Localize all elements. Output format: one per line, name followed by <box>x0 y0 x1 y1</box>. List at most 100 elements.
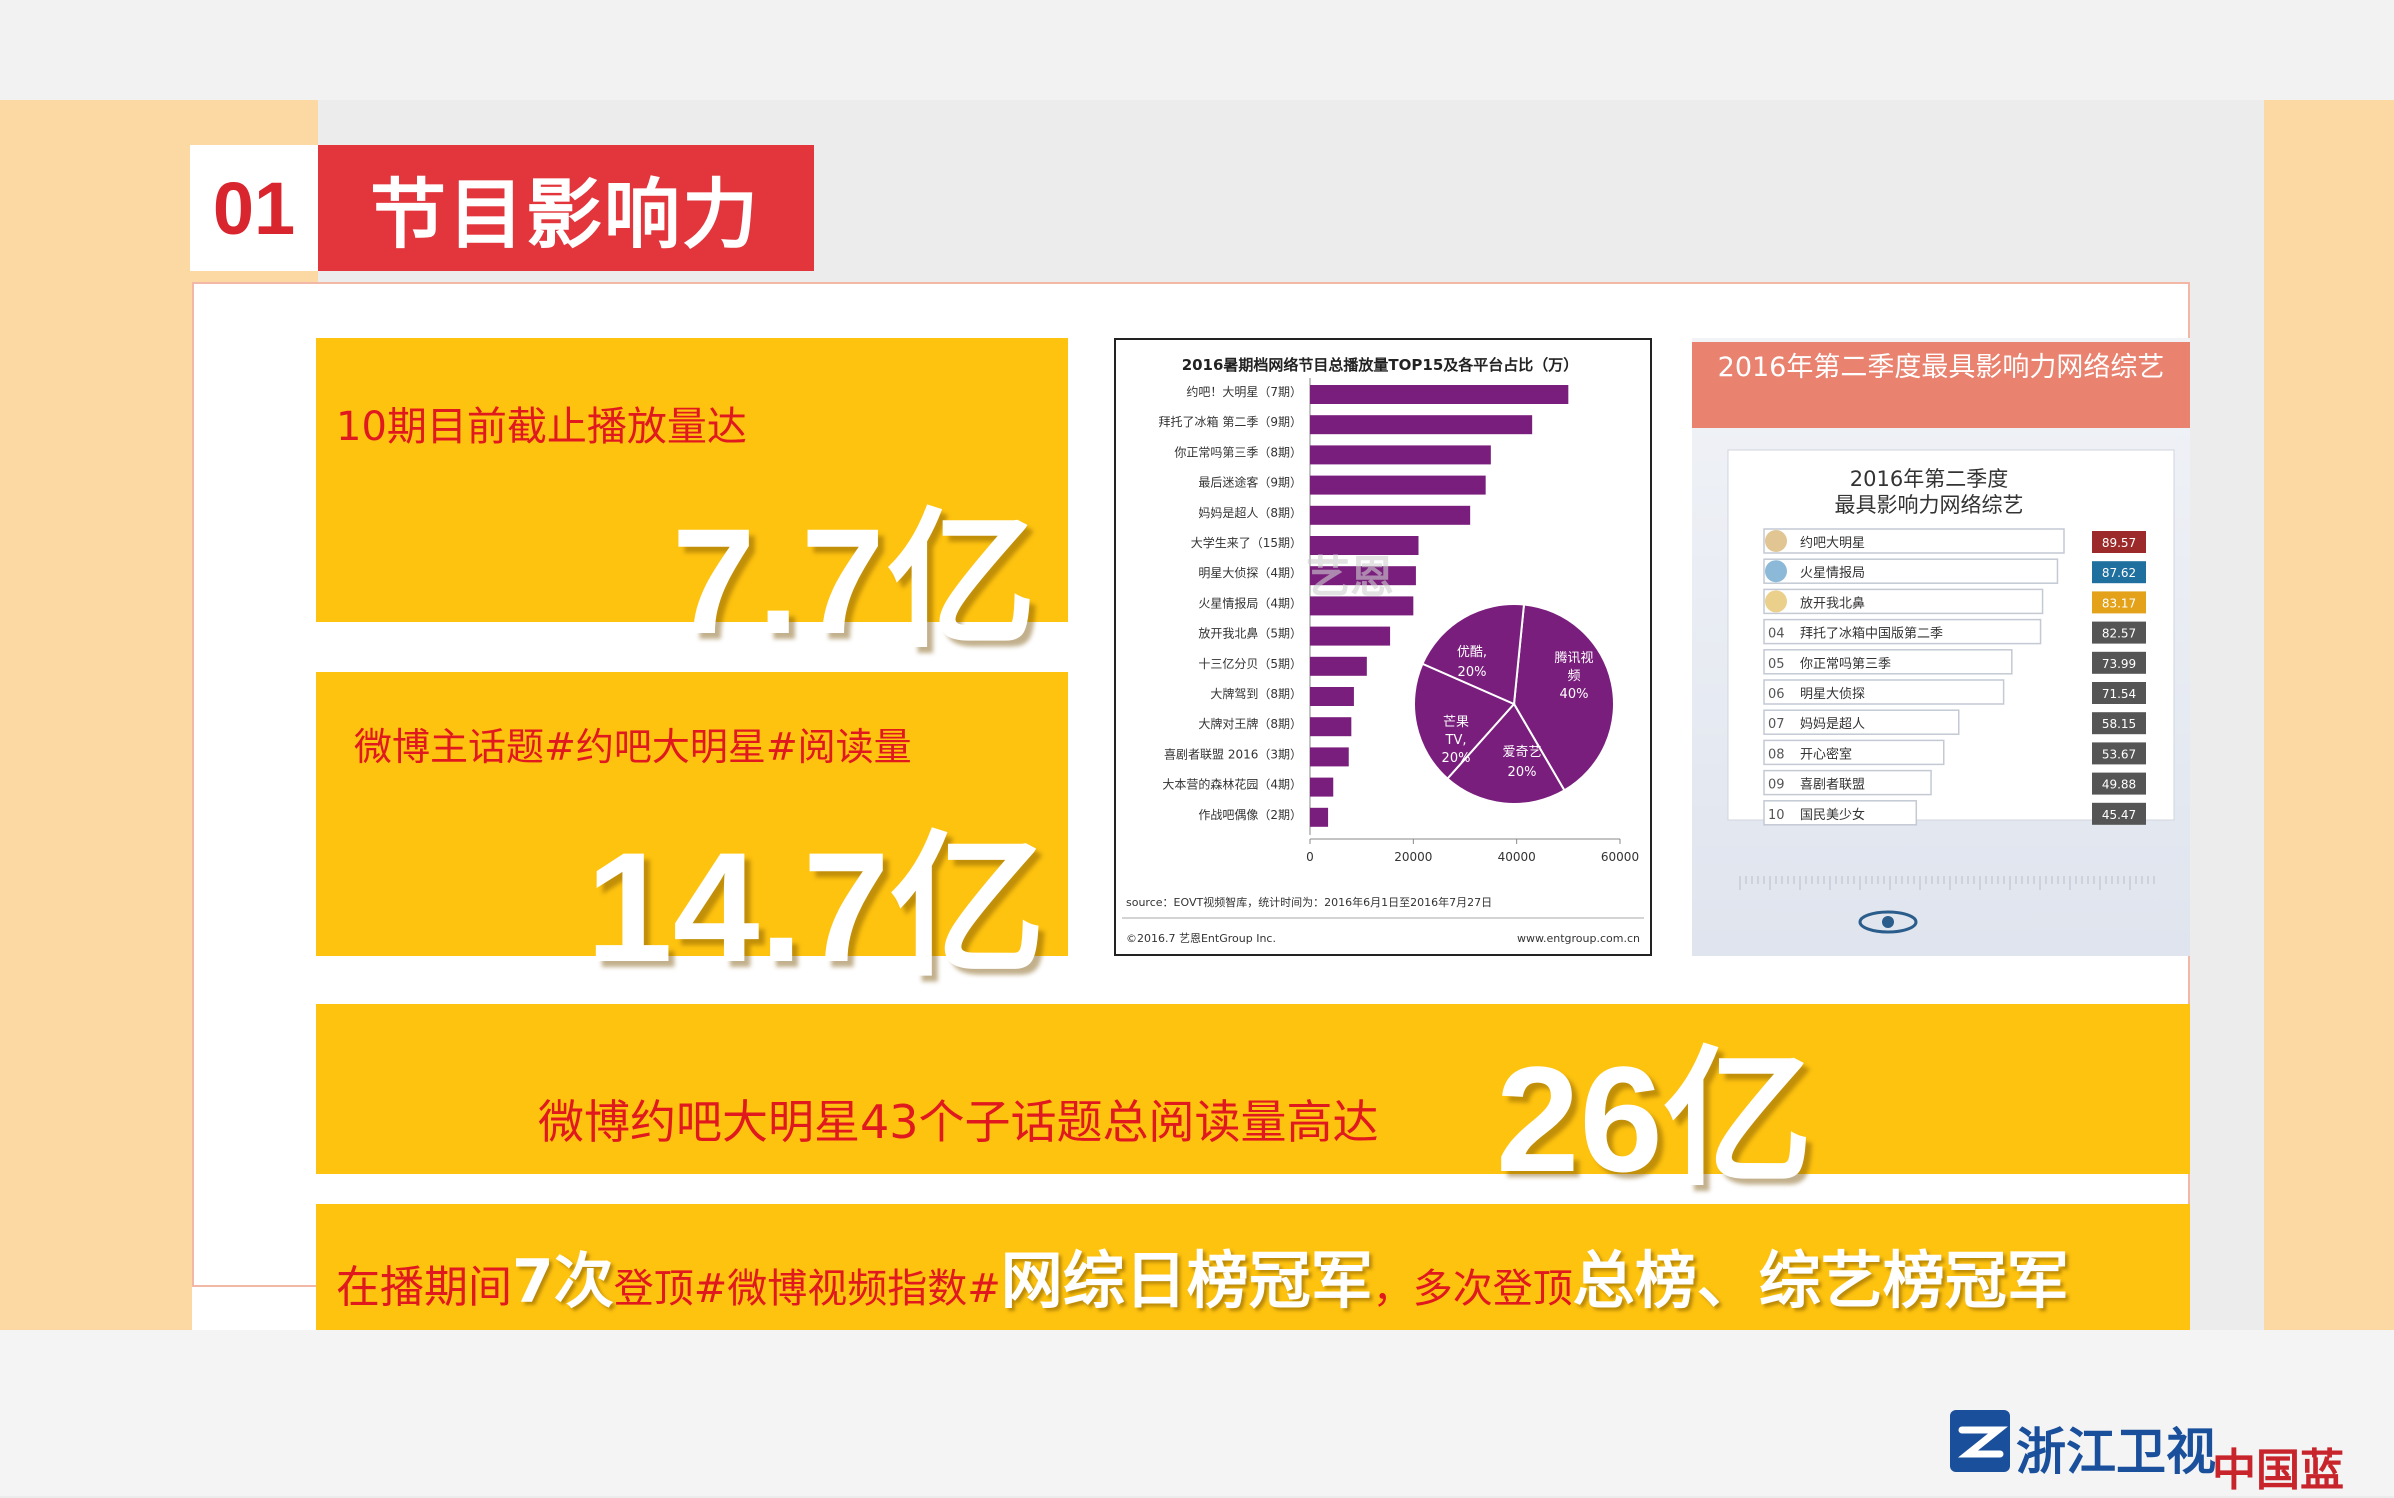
rank-score: 71.54 <box>2102 687 2136 701</box>
pie-label-line1: 爱奇艺 <box>1502 744 1541 760</box>
rank-number: 05 <box>1768 657 1785 672</box>
rank-number: 06 <box>1768 687 1785 702</box>
bar <box>1310 566 1416 586</box>
category-label: 约吧！大明星（7期） <box>1186 384 1302 399</box>
bar <box>1310 596 1414 616</box>
chart-title: 2016暑期档网络节目总播放量TOP15及各平台占比（万） <box>1182 356 1579 374</box>
rank-score-badge <box>2092 802 2146 825</box>
rank-medal-icon <box>1765 590 1787 613</box>
watermark-text: 艺恩 <box>1306 552 1394 603</box>
subtopic-value: 26亿 <box>1496 1035 1813 1203</box>
x-tick-label: 0 <box>1306 850 1314 864</box>
pie-label-line2: 频 <box>1567 669 1580 684</box>
rank-title: 开心密室 <box>1800 746 1852 762</box>
bar <box>1310 385 1569 404</box>
category-label: 大学生来了（15期） <box>1191 535 1302 550</box>
bar <box>1310 505 1471 525</box>
pie-label-line2: TV, <box>1445 733 1467 748</box>
pie-slice <box>1421 603 1526 706</box>
ranking-achievement-box: 在播期间 7次 登顶#微博视频指数# 网综日榜冠军 ，多次登顶 总榜、综艺榜冠军 <box>316 1204 2190 1330</box>
pie-percent-label: 20% <box>1458 665 1487 680</box>
ranking-chart-svg: 2016年第二季度最具影响力网络综艺01约吧大明星89.5702火星情报局87.… <box>1727 449 2175 934</box>
rank-bar <box>1763 588 2044 615</box>
ranking-achievement-line: 在播期间 7次 登顶#微博视频指数# 网综日榜冠军 ，多次登顶 总榜、综艺榜冠军 <box>336 1230 2069 1320</box>
rank-number: 07 <box>1768 717 1785 732</box>
section-number: 01 <box>190 145 318 271</box>
pie-percent-label: 20% <box>1508 765 1537 780</box>
rank-title: 国民美少女 <box>1800 807 1865 823</box>
category-label: 火星情报局（4期） <box>1198 595 1302 610</box>
ranking-header-text: 2016年第二季度最具影响力网络综艺 <box>1717 352 2165 383</box>
pie-slice <box>1413 662 1516 781</box>
achievement-part-2: 7次 <box>512 1247 614 1317</box>
bar <box>1310 445 1491 465</box>
rank-bar <box>1763 618 2042 645</box>
rank-score-badge <box>2092 591 2146 614</box>
right-accent-band <box>2264 100 2394 1330</box>
rank-score-badge <box>2092 682 2146 704</box>
rank-score-badge <box>2092 531 2146 553</box>
bar <box>1310 807 1329 827</box>
bar <box>1310 475 1486 495</box>
brand-logo: 浙江卫视 中国蓝 <box>1950 1410 2386 1496</box>
top15-chart-svg: 2016暑期档网络节目总播放量TOP15及各平台占比（万） 约吧！大明星（7期） 拜… <box>1122 356 1644 945</box>
weibo-read-label: 微博主话题#约吧大明星#阅读量 <box>354 725 912 769</box>
achievement-part-4: 网综日榜冠军 <box>1000 1244 1373 1317</box>
bar <box>1310 747 1349 767</box>
rank-number: 08 <box>1768 747 1785 762</box>
ranking-title-line2: 最具影响力网络综艺 <box>1835 493 2024 517</box>
rank-title: 妈妈是超人 <box>1800 717 1865 732</box>
rank-score: 58.15 <box>2102 717 2136 731</box>
category-label: 大牌驾到（8期） <box>1210 687 1302 701</box>
rank-score: 53.67 <box>2102 747 2136 761</box>
rank-number: 10 <box>1768 808 1785 823</box>
rank-score: 82.57 <box>2102 627 2136 641</box>
play-count-label: 10期目前截止播放量达 <box>336 404 747 450</box>
rank-score: 89.57 <box>2102 536 2136 550</box>
rank-title: 拜托了冰箱中国版第二季 <box>1800 626 1943 642</box>
achievement-part-3: 登顶#微博视频指数# <box>613 1266 1001 1312</box>
category-label: 最后迷途客（9期） <box>1198 475 1302 490</box>
rank-score-badge <box>2092 651 2146 674</box>
rank-number: 09 <box>1768 778 1785 793</box>
section-title: 节目影响力 <box>318 145 814 271</box>
category-label: 大本营的森林花园（4期） <box>1162 777 1302 792</box>
pie-label-line1: 腾讯视 <box>1554 650 1593 666</box>
achievement-part-5: ，多次登顶 <box>1372 1266 1573 1312</box>
subtopic-box: 微博约吧大明星43个子话题总阅读量高达 26亿 <box>316 1004 2190 1203</box>
bar <box>1310 415 1533 435</box>
rank-medal-icon <box>1765 560 1787 583</box>
rank-title: 你正常吗第三季 <box>1800 657 1891 672</box>
top15-chart: 2016暑期档网络节目总播放量TOP15及各平台占比（万） 约吧！大明星（7期） 拜… <box>1114 338 1652 956</box>
rank-score-badge <box>2092 742 2146 765</box>
x-tick-label: 40000 <box>1498 850 1536 864</box>
rank-title: 明星大侦探 <box>1800 687 1865 702</box>
rank-score: 83.17 <box>2102 596 2136 610</box>
brand-name: 浙江卫视 <box>2016 1423 2216 1481</box>
ranking-header: 2016年第二季度最具影响力网络综艺 <box>1692 342 2190 428</box>
subtopic-label: 微博约吧大明星43个子话题总阅读量高达 <box>538 1095 1379 1149</box>
top-band <box>0 0 2394 100</box>
ranking-title-line1: 2016年第二季度 <box>1850 467 2008 491</box>
play-count-box: 10期目前截止播放量达 7.7亿 <box>316 338 1068 665</box>
pie-slice <box>1446 702 1566 805</box>
rank-title: 放开我北鼻 <box>1800 595 1865 611</box>
rank-bar <box>1763 649 2013 675</box>
category-label: 作战吧偶像（2期） <box>1198 808 1302 822</box>
category-label: 你正常吗第三季（8期） <box>1174 445 1302 459</box>
pie-percent-label: 20% <box>1442 751 1471 766</box>
pie-label-line1: 优酷, <box>1457 645 1487 660</box>
category-label: 十三亿分贝（5期） <box>1198 656 1302 671</box>
rank-score: 49.88 <box>2102 778 2136 792</box>
rank-number: 04 <box>1768 627 1785 642</box>
rank-bar <box>1763 528 2065 554</box>
chart-source: source：EOVT视频智库，统计时间为：2016年6月1日至2016年7月2… <box>1126 895 1492 909</box>
weibo-read-box: 微博主话题#约吧大明星#阅读量 14.7亿 <box>316 672 1068 995</box>
rank-bar <box>1763 709 1960 735</box>
rank-title: 火星情报局 <box>1800 566 1865 581</box>
pie-label-line1: 芒果 <box>1443 714 1469 730</box>
bar <box>1310 777 1334 797</box>
weibo-read-value: 14.7亿 <box>586 821 1046 995</box>
eye-logo-pupil <box>1882 916 1894 928</box>
bar <box>1310 536 1419 555</box>
